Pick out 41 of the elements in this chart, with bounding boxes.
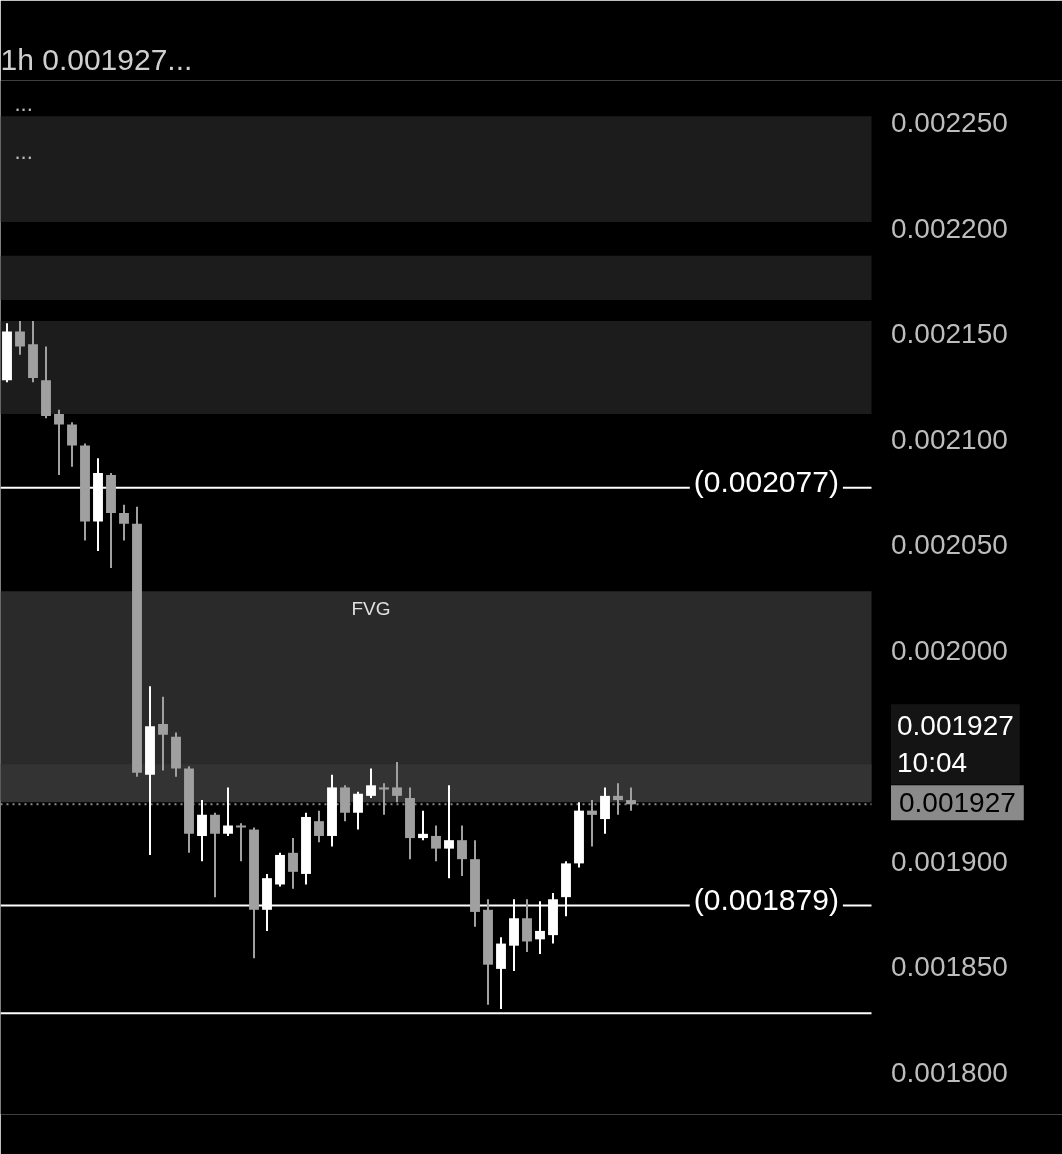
candlestick [15, 320, 25, 356]
y-tick-label: 0.002100 [891, 423, 1008, 455]
candlestick [314, 809, 324, 844]
candlestick [613, 782, 623, 816]
candlestick [288, 837, 298, 890]
text: 0.001927 10:04 [897, 710, 1014, 779]
candlestick [54, 408, 64, 477]
ref-line-label: (0.001879) [693, 882, 839, 916]
y-tick-label: 0.002150 [891, 318, 1008, 350]
candlestick [67, 421, 77, 468]
candlestick [223, 786, 233, 837]
candlestick [366, 767, 376, 799]
candlestick [392, 761, 402, 804]
y-tick-label: 0.002000 [891, 634, 1008, 666]
candlestick [600, 786, 610, 835]
y-tick-label: 0.001850 [891, 951, 1008, 983]
y-tick-label: 0.002050 [891, 529, 1008, 561]
y-tick-label: 0.001900 [891, 845, 1008, 877]
y-tick-label: 0.002200 [891, 212, 1008, 244]
y-tick-label: 0.002250 [891, 107, 1008, 139]
candlestick [197, 799, 207, 863]
candlestick [444, 784, 454, 880]
candlestick [457, 824, 467, 878]
band-label: FVG [351, 598, 391, 620]
annotation: ... [14, 90, 33, 116]
candlestick [522, 898, 532, 954]
candlestick [379, 782, 389, 816]
chart-title: 1h 0.001927... [0, 42, 193, 76]
candlestick [431, 824, 441, 863]
candlestick [158, 695, 168, 772]
candlestick [353, 790, 363, 831]
candlestick [236, 822, 246, 863]
ref-line-label: 0.001927 [899, 787, 1016, 819]
candlestick [119, 503, 129, 542]
candlestick [418, 809, 428, 842]
annotation: ... [14, 138, 33, 164]
ref-line-label: (0.002077) [693, 464, 839, 498]
candlestick [587, 799, 597, 848]
y-tick-label: 0.001800 [891, 1056, 1008, 1088]
candlestick [210, 811, 220, 899]
candlestick [626, 786, 636, 812]
